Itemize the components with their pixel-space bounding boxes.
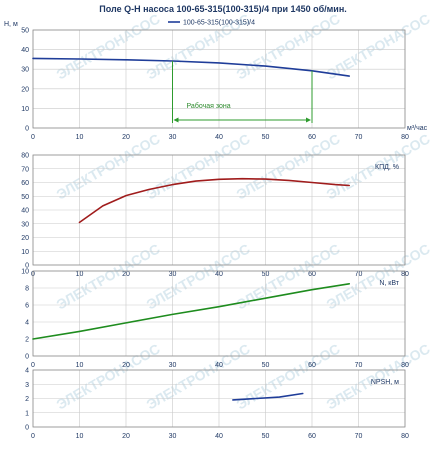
x-tick-label: 20 bbox=[122, 134, 130, 141]
series-line-efficiency bbox=[78, 177, 351, 224]
watermark-layer: ЭЛЕКТРОНАСОСЭЛЕКТРОНАСОСЭЛЕКТРОНАСОСЭЛЕК… bbox=[54, 10, 433, 412]
x-tick-label: 20 bbox=[122, 433, 130, 440]
legend: 100-65-315(100-315)/4 bbox=[168, 20, 255, 27]
x-tick-label: 50 bbox=[262, 433, 270, 440]
y-tick-label: 0 bbox=[25, 425, 29, 432]
x-tick-label: 30 bbox=[169, 362, 177, 369]
y-tick-label: 30 bbox=[21, 67, 29, 74]
y-tick-label: 50 bbox=[21, 194, 29, 201]
y-tick-label: 20 bbox=[21, 235, 29, 242]
zone-arrow-head-left bbox=[173, 117, 179, 123]
x-tick-label: 50 bbox=[262, 362, 270, 369]
x-tick-label: 60 bbox=[308, 134, 316, 141]
x-tick-label: 0 bbox=[31, 362, 35, 369]
y-tick-label: 10 bbox=[21, 249, 29, 256]
series-line-power bbox=[32, 282, 351, 340]
series-line-npsh bbox=[232, 392, 304, 401]
x-tick-label: 30 bbox=[169, 433, 177, 440]
plot-frame bbox=[32, 154, 406, 266]
x-tick-label: 0 bbox=[31, 433, 35, 440]
y-tick-label: 50 bbox=[21, 28, 29, 35]
x-tick-label: 10 bbox=[76, 362, 84, 369]
x-tick-label: 70 bbox=[355, 362, 363, 369]
x-tick-label: 80 bbox=[401, 433, 409, 440]
y-tick-label: 20 bbox=[21, 86, 29, 93]
y-axis-label: N, кВт bbox=[379, 280, 399, 287]
y-tick-label: 4 bbox=[25, 320, 29, 327]
series-line-head bbox=[32, 57, 351, 77]
x-tick-label: 70 bbox=[355, 134, 363, 141]
x-tick-label: 40 bbox=[215, 433, 223, 440]
x-tick-label: 50 bbox=[262, 134, 270, 141]
zone-arrow-head-right bbox=[306, 117, 311, 123]
x-tick-label: 40 bbox=[215, 362, 223, 369]
y-tick-label: 10 bbox=[21, 269, 29, 276]
x-tick-label: 10 bbox=[76, 433, 84, 440]
x-tick-label: 70 bbox=[355, 433, 363, 440]
y-tick-label: 60 bbox=[21, 180, 29, 187]
legend-label: 100-65-315(100-315)/4 bbox=[183, 20, 255, 27]
y-tick-label: 70 bbox=[21, 166, 29, 173]
x-tick-label: 60 bbox=[308, 362, 316, 369]
x-tick-label: 20 bbox=[122, 362, 130, 369]
x-tick-label: 80 bbox=[401, 362, 409, 369]
y-tick-label: 0 bbox=[25, 354, 29, 361]
y-tick-label: 40 bbox=[21, 208, 29, 215]
y-tick-label: 8 bbox=[25, 286, 29, 293]
y-axis-label: NPSH, м bbox=[371, 379, 399, 386]
x-tick-label: 60 bbox=[308, 433, 316, 440]
x-tick-label: 0 bbox=[31, 134, 35, 141]
y-tick-label: 3 bbox=[25, 382, 29, 389]
y-tick-label: 4 bbox=[25, 368, 29, 375]
plot-frame bbox=[32, 270, 406, 357]
y-tick-label: 2 bbox=[25, 337, 29, 344]
y-tick-label: 0 bbox=[25, 126, 29, 133]
y-tick-label: 10 bbox=[21, 106, 29, 113]
y-axis-label: КПД, % bbox=[375, 164, 399, 171]
zone-label: Рабочая зона bbox=[187, 102, 231, 110]
x-axis-label: м³/час bbox=[407, 125, 428, 132]
y-tick-label: 0 bbox=[25, 263, 29, 270]
plot-frame bbox=[32, 29, 406, 129]
plot-frame bbox=[32, 369, 406, 428]
chart-title: Поле Q-H насоса 100-65-315(100-315)/4 пр… bbox=[99, 4, 347, 14]
y-tick-label: 1 bbox=[25, 410, 29, 417]
y-tick-label: 2 bbox=[25, 396, 29, 403]
x-tick-label: 30 bbox=[169, 134, 177, 141]
y-tick-label: 6 bbox=[25, 303, 29, 310]
x-tick-label: 10 bbox=[76, 134, 84, 141]
y-tick-label: 80 bbox=[21, 153, 29, 160]
y-tick-label: 30 bbox=[21, 221, 29, 228]
x-tick-label: 80 bbox=[401, 134, 409, 141]
x-tick-label: 40 bbox=[215, 134, 223, 141]
y-axis-label: H, м bbox=[4, 21, 18, 28]
y-tick-label: 40 bbox=[21, 47, 29, 54]
